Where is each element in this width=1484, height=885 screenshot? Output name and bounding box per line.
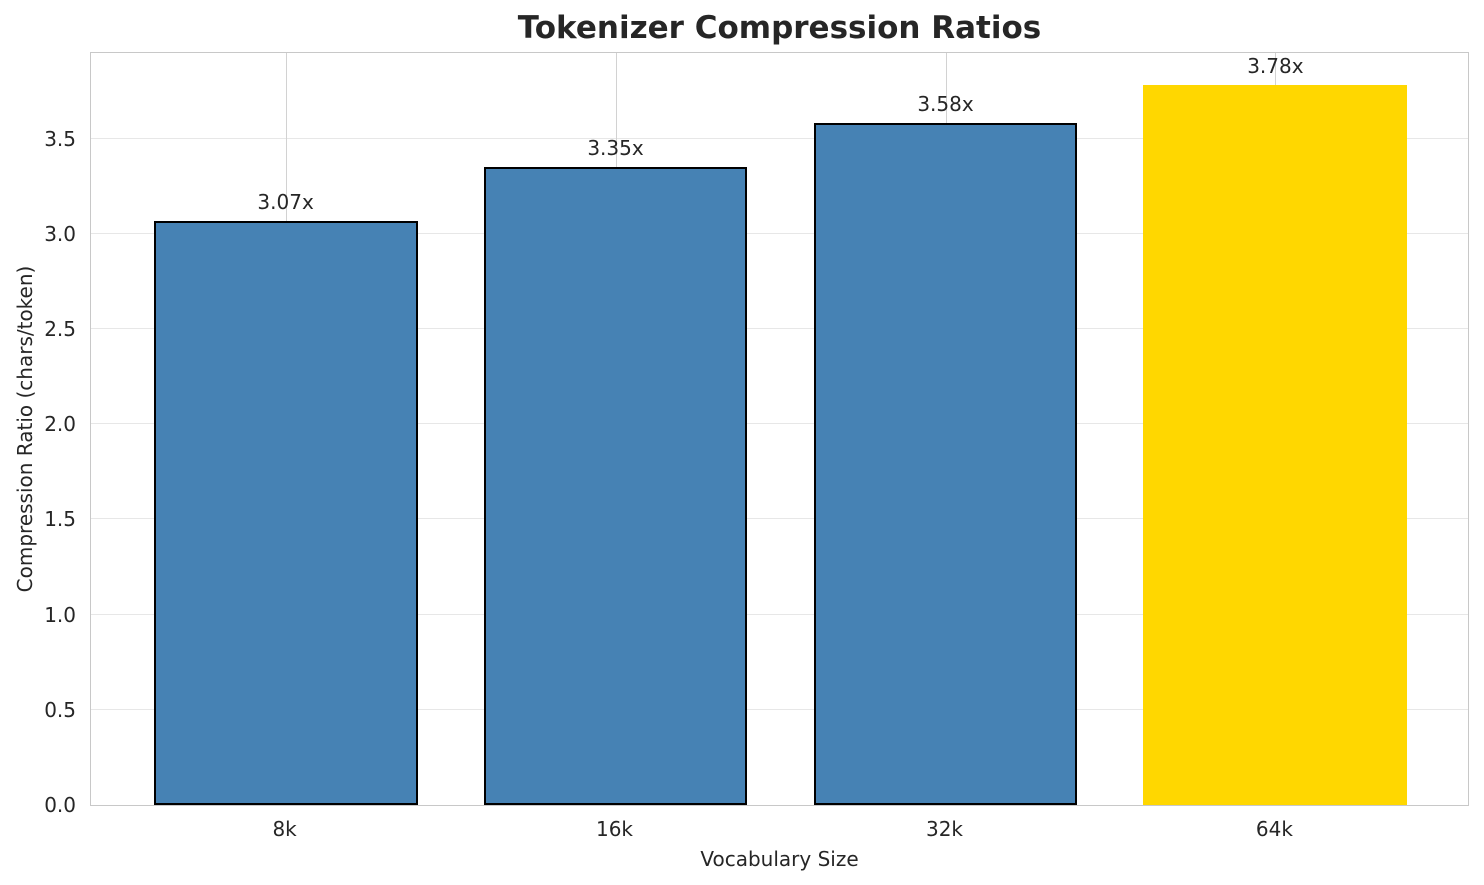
bar-value-label: 3.07x — [257, 189, 314, 214]
y-tick-label: 1.5 — [44, 507, 76, 532]
h-gridline — [91, 518, 1468, 520]
plot-area: 3.07x 3.35x 3.58x 3.78x — [90, 52, 1469, 806]
bar-16k — [483, 167, 748, 805]
bar-8k — [153, 220, 418, 805]
x-axis-label: Vocabulary Size — [700, 847, 859, 871]
h-gridline — [91, 232, 1468, 234]
x-tick-label-64k: 64k — [1255, 817, 1293, 841]
y-tick-label: 2.0 — [44, 412, 76, 437]
bar-32k — [813, 123, 1078, 805]
x-tick-label-32k: 32k — [925, 817, 964, 841]
bar-value-label: 3.58x — [917, 92, 974, 117]
y-tick-label: 0.0 — [44, 793, 76, 817]
h-gridline — [91, 613, 1468, 615]
x-tick-label-8k: 8k — [272, 817, 297, 841]
y-tick-label: 3.5 — [44, 126, 76, 151]
y-tick-label: 0.5 — [44, 697, 76, 722]
h-gridline — [91, 137, 1468, 139]
chart-title: Tokenizer Compression Ratios — [517, 10, 1042, 46]
h-gridline — [91, 328, 1468, 329]
bar-64k — [1143, 85, 1408, 805]
y-tick-label: 1.0 — [44, 602, 76, 627]
y-tick-label: 3.0 — [44, 221, 76, 246]
x-tick-label-16k: 16k — [595, 817, 634, 841]
h-gridline — [91, 423, 1468, 425]
h-gridline — [91, 708, 1468, 710]
bar-value-label: 3.35x — [587, 136, 644, 161]
y-tick-label: 2.5 — [44, 317, 76, 341]
bar-value-label: 3.78x — [1247, 54, 1304, 79]
